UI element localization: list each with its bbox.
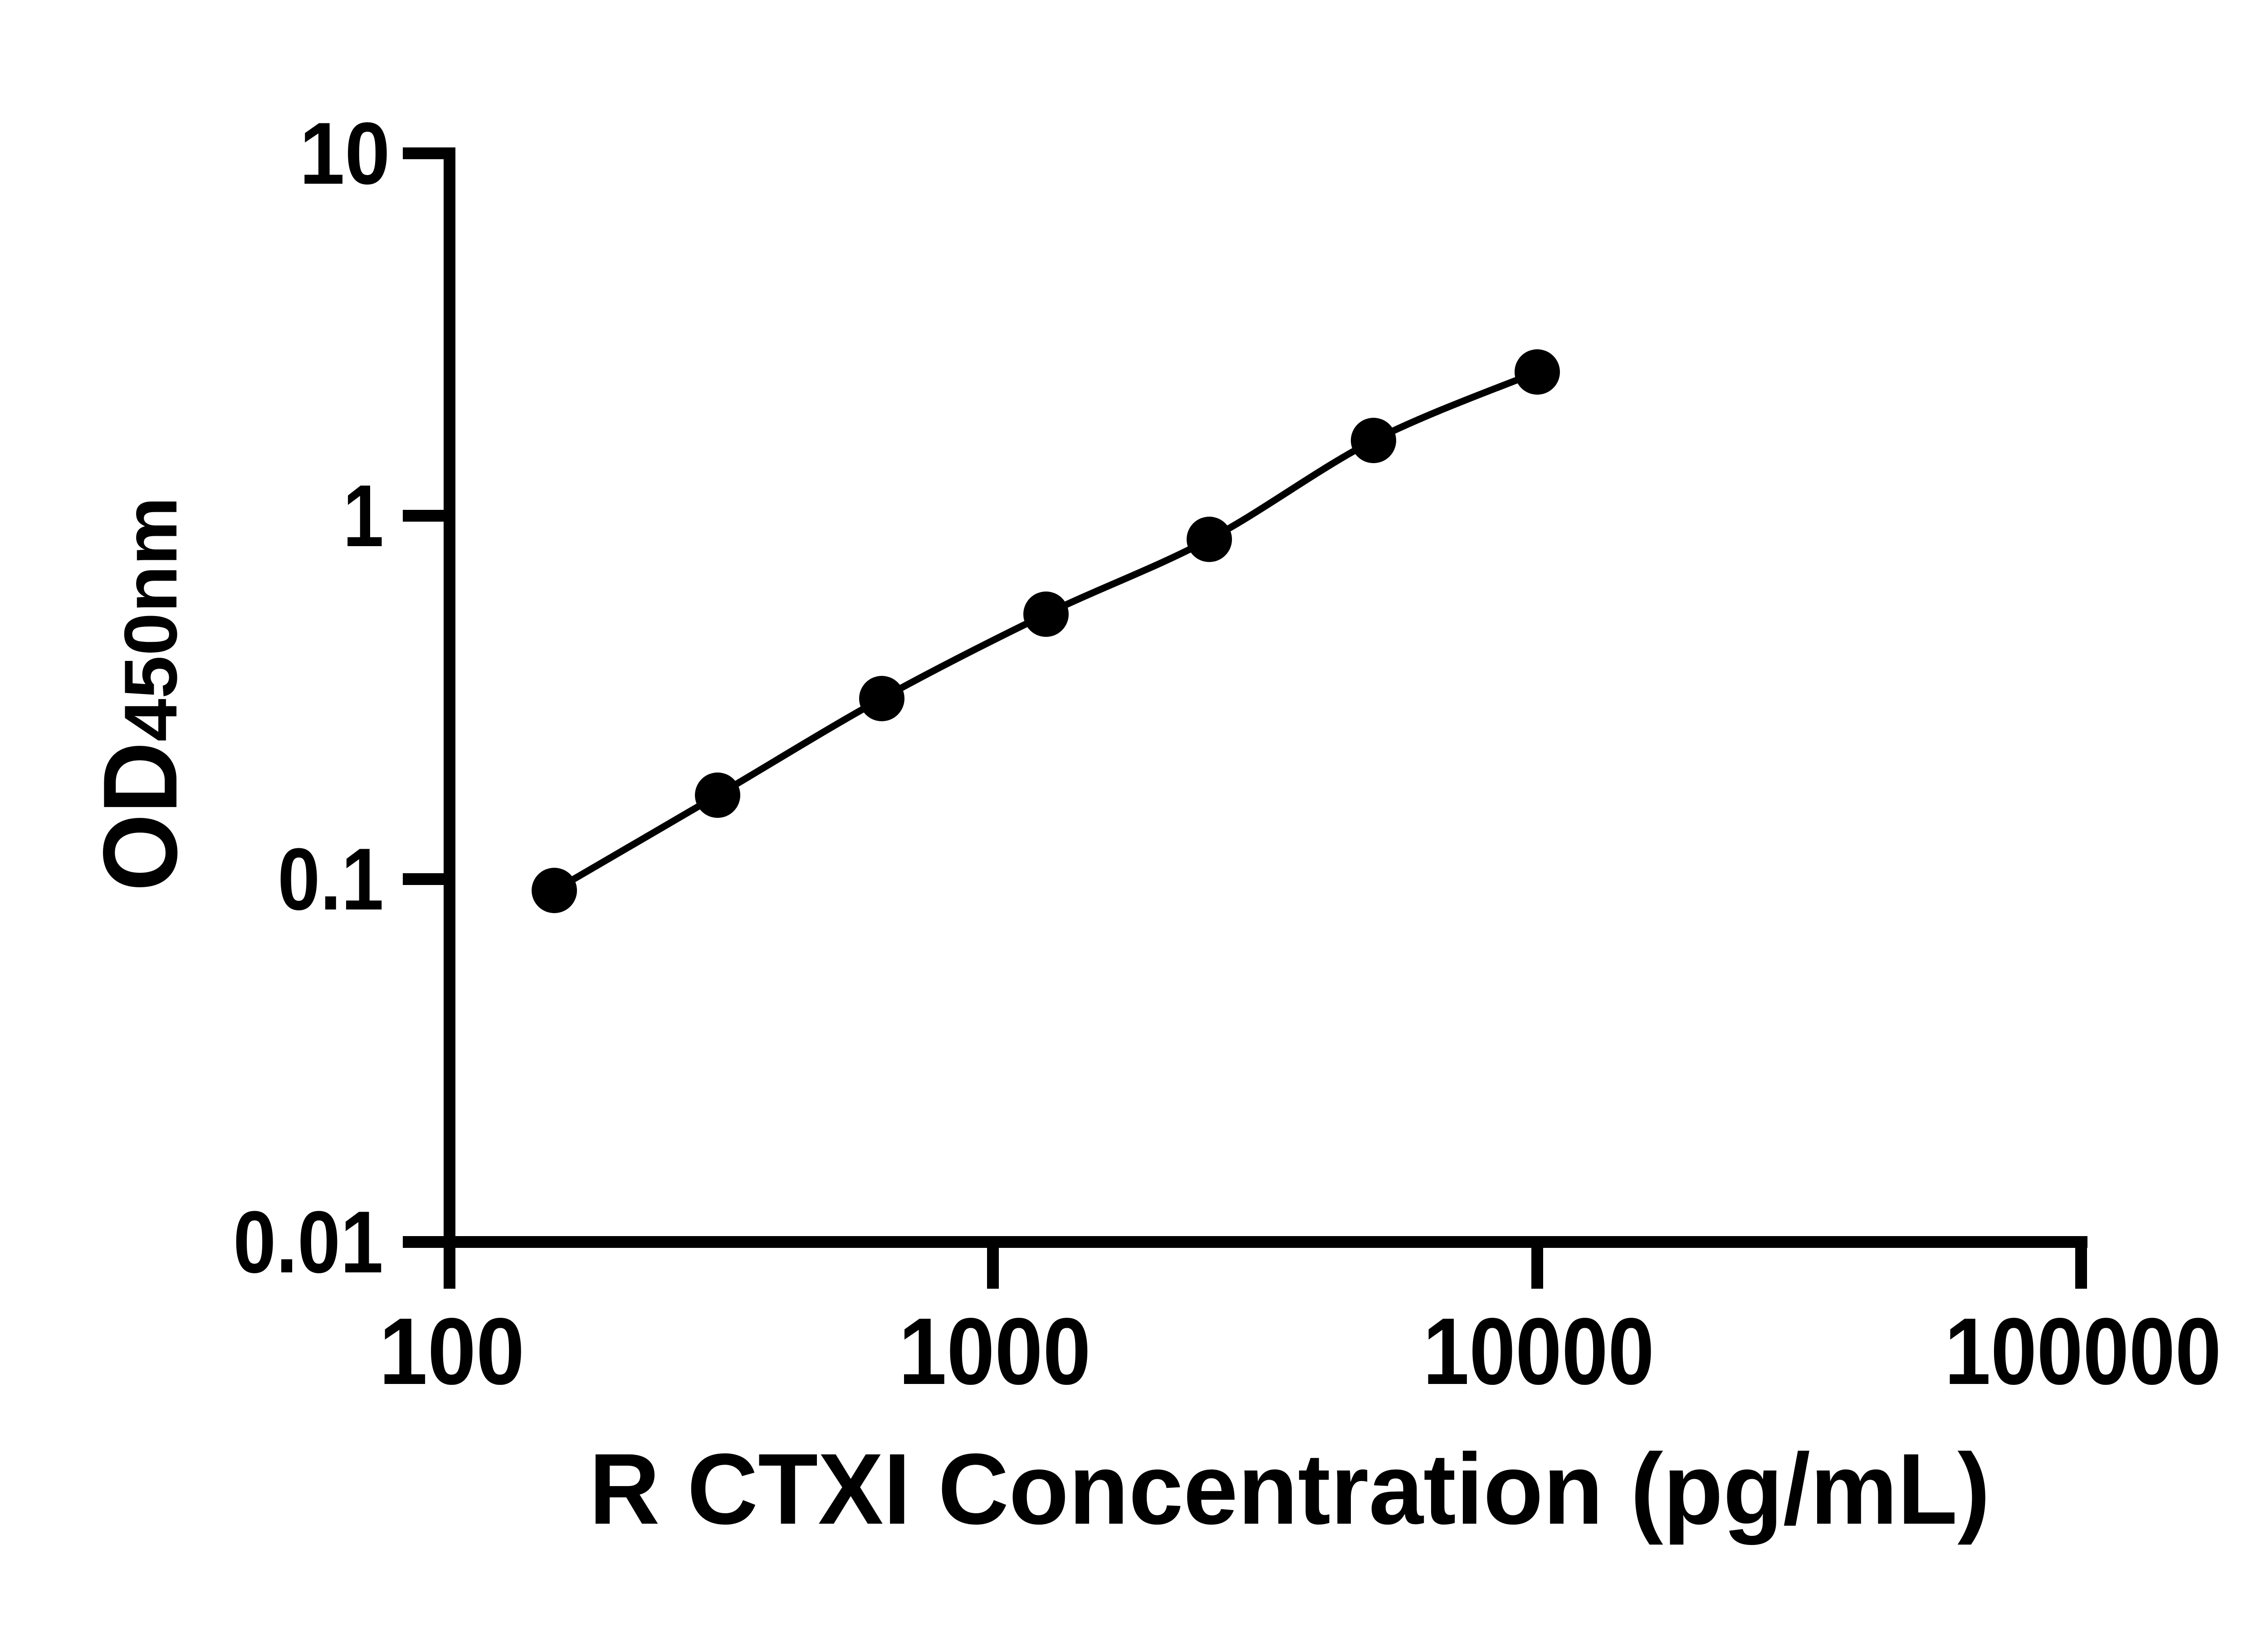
svg-text:OD450nm: OD450nm xyxy=(82,497,199,891)
svg-text:100000: 100000 xyxy=(1945,1299,2221,1404)
svg-text:0.1: 0.1 xyxy=(278,830,384,929)
svg-text:1: 1 xyxy=(343,467,384,565)
svg-text:1000: 1000 xyxy=(899,1299,1091,1404)
svg-text:10: 10 xyxy=(299,104,390,203)
svg-text:100: 100 xyxy=(379,1299,525,1404)
svg-text:10000: 10000 xyxy=(1423,1299,1654,1404)
svg-text:0.01: 0.01 xyxy=(233,1193,383,1291)
svg-text:R CTXI Concentration (pg/mL): R CTXI Concentration (pg/mL) xyxy=(589,1433,1990,1545)
